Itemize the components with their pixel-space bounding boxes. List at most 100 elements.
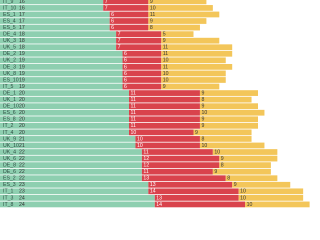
value-label: 18	[19, 38, 25, 44]
value-label: 7	[105, 0, 108, 5]
category-label: ES_4	[3, 18, 16, 24]
value-label: 10	[247, 202, 253, 208]
value-label: 9	[234, 182, 237, 188]
value-label: 17	[19, 18, 25, 24]
value-label: 19	[19, 71, 25, 77]
category-label: IT_9	[3, 0, 13, 5]
bar-segment	[0, 103, 129, 110]
value-label: 8	[201, 136, 204, 142]
bar-segment	[129, 109, 200, 116]
value-label: 9	[201, 123, 204, 129]
value-label: 10	[214, 149, 220, 155]
value-label: 22	[19, 176, 25, 182]
bar-segment	[0, 83, 123, 90]
bar-segment	[0, 162, 142, 168]
bar-segment	[199, 136, 252, 142]
category-label: UK_10	[3, 143, 19, 149]
value-label: 23	[19, 189, 25, 195]
bar-segment	[148, 188, 239, 195]
category-label: DE_4	[3, 32, 16, 38]
value-label: 18	[19, 32, 25, 38]
bar-segment	[0, 109, 129, 116]
value-label: 12	[143, 156, 149, 162]
value-label: 6	[124, 58, 127, 64]
value-label: 11	[131, 97, 136, 103]
bar-segment	[129, 96, 200, 103]
bar-segment	[0, 11, 110, 18]
value-label: 9	[221, 156, 224, 162]
bar-segment	[199, 109, 265, 116]
bar-segment	[0, 129, 129, 136]
value-label: 9	[201, 104, 204, 110]
bar-segment	[0, 188, 149, 195]
bar-segment	[148, 181, 233, 188]
category-label: UK_4	[3, 149, 16, 155]
bar-segment	[161, 37, 220, 44]
value-label: 5	[163, 32, 166, 38]
bar-segment	[122, 70, 162, 77]
value-label: 9	[163, 38, 166, 44]
value-label: 16	[19, 5, 25, 11]
bar-segment	[0, 168, 142, 175]
value-label: 9	[195, 130, 198, 136]
bar-segment	[109, 24, 149, 31]
bar-segment	[129, 90, 200, 96]
bar-segment	[122, 83, 162, 90]
bar-segment	[0, 77, 123, 83]
bar-segment	[103, 5, 149, 11]
value-label: 21	[19, 136, 25, 142]
bar-segment	[116, 31, 162, 37]
value-label: 8	[221, 163, 224, 169]
category-label: UK_9	[3, 136, 16, 142]
value-label: 12	[143, 163, 149, 169]
bar-segment	[212, 149, 278, 155]
value-label: 10	[240, 189, 246, 195]
value-label: 10	[131, 130, 137, 136]
category-label: DE_3	[3, 64, 16, 70]
value-label: 20	[19, 130, 25, 136]
value-label: 13	[156, 195, 162, 201]
bar-segment	[232, 181, 291, 188]
value-label: 22	[19, 156, 25, 162]
value-label: 11	[131, 90, 136, 96]
bar-segment	[122, 77, 162, 83]
bar-segment	[129, 122, 200, 129]
bar-segment	[141, 175, 226, 182]
value-label: 10	[137, 143, 143, 149]
value-label: 23	[19, 182, 25, 188]
bar-segment	[0, 57, 123, 64]
category-label: ES_8	[3, 117, 16, 123]
value-label: 19	[19, 77, 25, 83]
value-label: 14	[156, 202, 162, 208]
bar-segment	[0, 136, 136, 142]
bar-segment	[199, 103, 258, 110]
category-label: DE_1	[3, 90, 16, 96]
value-label: 22	[19, 169, 25, 175]
bar-segment	[148, 0, 207, 5]
bar-segment	[141, 168, 213, 175]
bar-segment	[0, 96, 129, 103]
value-label: 9	[214, 169, 217, 175]
value-label: 10	[150, 5, 156, 11]
bar-segment	[0, 24, 110, 31]
value-label: 9	[150, 0, 153, 5]
value-label: 20	[19, 104, 25, 110]
value-label: 17	[19, 25, 25, 31]
page: {"chart_data": {"type": "bar", "horizont…	[0, 0, 310, 208]
category-label: IT_8	[3, 202, 13, 208]
bar-segment	[116, 37, 162, 44]
value-label: 11	[163, 51, 168, 57]
bar-segment	[0, 201, 155, 208]
category-label: ES_1	[3, 12, 16, 18]
value-label: 6	[111, 18, 114, 24]
bar-segment	[0, 5, 104, 11]
value-label: 22	[19, 149, 25, 155]
category-label: IT_3	[3, 195, 13, 201]
value-label: 20	[19, 110, 25, 116]
category-label: IT_2	[3, 123, 13, 129]
value-label: 20	[19, 90, 25, 96]
value-label: 8	[150, 25, 153, 31]
value-label: 11	[131, 117, 136, 123]
bar-segment	[219, 162, 271, 168]
value-label: 17	[19, 12, 25, 18]
